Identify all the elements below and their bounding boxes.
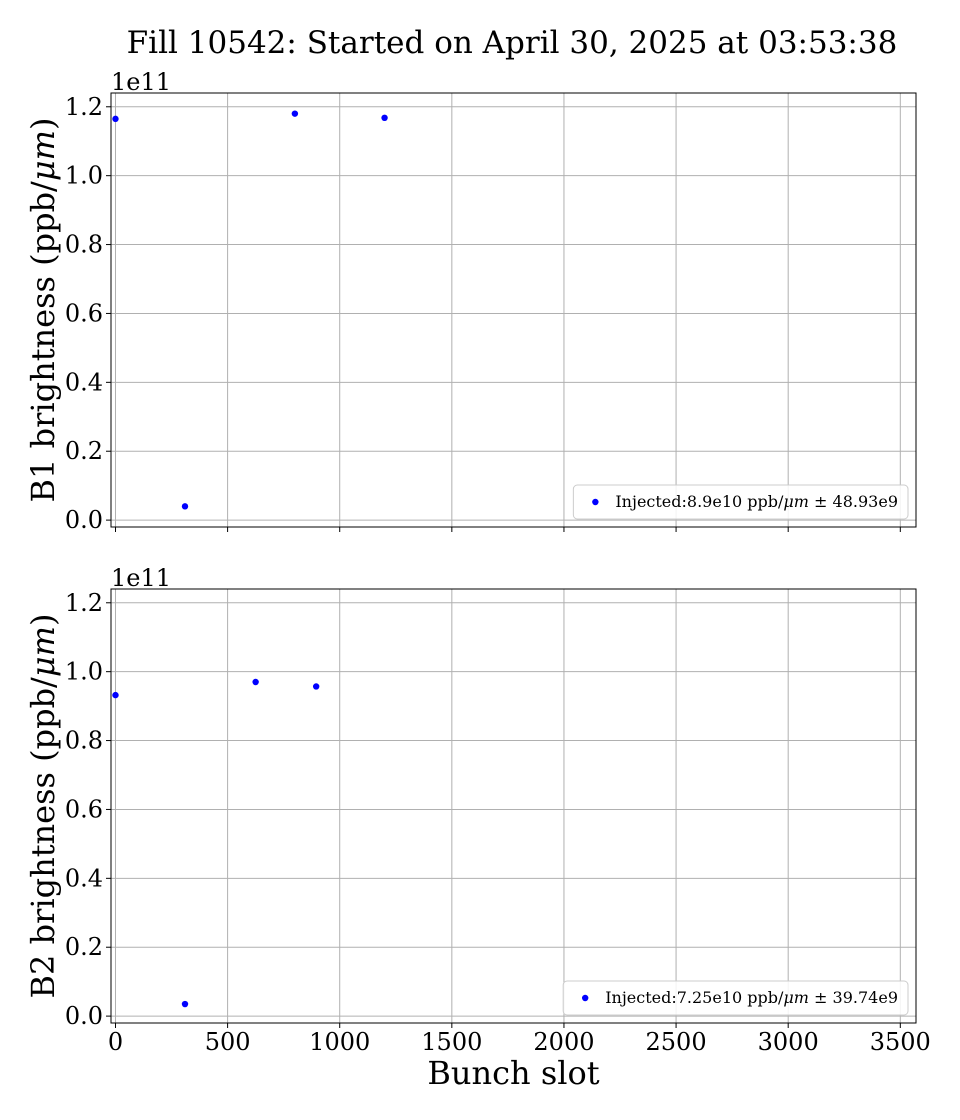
y-offset-label: 1e11 xyxy=(111,564,171,592)
data-point xyxy=(112,691,119,699)
y-tick-label: 1.2 xyxy=(65,589,103,617)
y-tick-label: 0.4 xyxy=(65,864,103,892)
legend-marker xyxy=(581,994,589,1002)
legend: Injected:8.9e10 ppb/μm ± 48.93e9 xyxy=(572,484,909,520)
x-tick-label: 2500 xyxy=(646,1028,707,1056)
y-tick-label: 0.2 xyxy=(65,437,103,465)
legend-label: Injected:7.25e10 ppb/μm ± 39.74e9 xyxy=(605,988,898,1007)
x-tick-label: 1000 xyxy=(309,1028,370,1056)
y-axis-title: B1 brightness (ppb/μm) xyxy=(24,118,62,503)
legend-box xyxy=(562,980,909,1016)
y-offset-label: 1e11 xyxy=(111,68,171,96)
y-tick-label: 0.6 xyxy=(65,299,103,327)
panel-bottom: 0 500 1000 1500 2000 2500 3000 3500 0.0 0.2 0.4 0.6… xyxy=(24,564,931,1092)
data-point xyxy=(112,115,119,123)
y-tick-label: 0.6 xyxy=(65,795,103,823)
legend-marker xyxy=(592,498,599,506)
data-point xyxy=(181,1000,189,1008)
y-tick-label: 1.2 xyxy=(65,93,103,121)
y-tick-label: 0.0 xyxy=(65,1002,103,1030)
axes-frame xyxy=(110,92,917,528)
y-tick-label: 0.4 xyxy=(65,368,103,396)
data-point xyxy=(381,114,388,122)
y-axis-title: B2 brightness (ppb/μm) xyxy=(24,614,62,999)
legend: Injected:7.25e10 ppb/μm ± 39.74e9 xyxy=(562,980,909,1016)
y-tick-label: 1.0 xyxy=(65,658,103,686)
x-tick-label: 3000 xyxy=(758,1028,819,1056)
data-point xyxy=(291,110,299,117)
panel-top: 0.0 0.2 0.4 0.6 0.8 1.0 1.2 1e11 B1 brightness (… xyxy=(24,68,917,534)
x-axis-title: Bunch slot xyxy=(427,1054,599,1092)
series-points xyxy=(112,678,320,1008)
x-tick-label: 500 xyxy=(205,1028,251,1056)
x-tick-label: 0 xyxy=(108,1028,123,1056)
axes-frame xyxy=(110,588,917,1024)
panels-layer: 0.0 0.2 0.4 0.6 0.8 1.0 1.2 1e11 B1 brightness (… xyxy=(24,68,931,1092)
grid xyxy=(111,589,916,1023)
grid xyxy=(111,93,916,527)
y-tick-label: 0.8 xyxy=(65,231,103,259)
y-tick-label: 0.8 xyxy=(65,727,103,755)
data-point xyxy=(252,678,259,686)
figure-title: Fill 10542: Started on April 30, 2025 at… xyxy=(127,25,898,61)
y-tick-label: 1.0 xyxy=(65,162,103,190)
x-tick-label: 2000 xyxy=(533,1028,594,1056)
x-tick-label: 1500 xyxy=(421,1028,482,1056)
y-tick-label: 0.2 xyxy=(65,933,103,961)
data-point xyxy=(181,503,189,510)
series-points xyxy=(112,110,388,510)
legend-label: Injected:8.9e10 ppb/μm ± 48.93e9 xyxy=(615,492,898,511)
legend-box xyxy=(572,484,909,520)
x-tick-label: 3500 xyxy=(870,1028,931,1056)
data-point xyxy=(312,683,320,690)
y-tick-label: 0.0 xyxy=(65,506,103,534)
